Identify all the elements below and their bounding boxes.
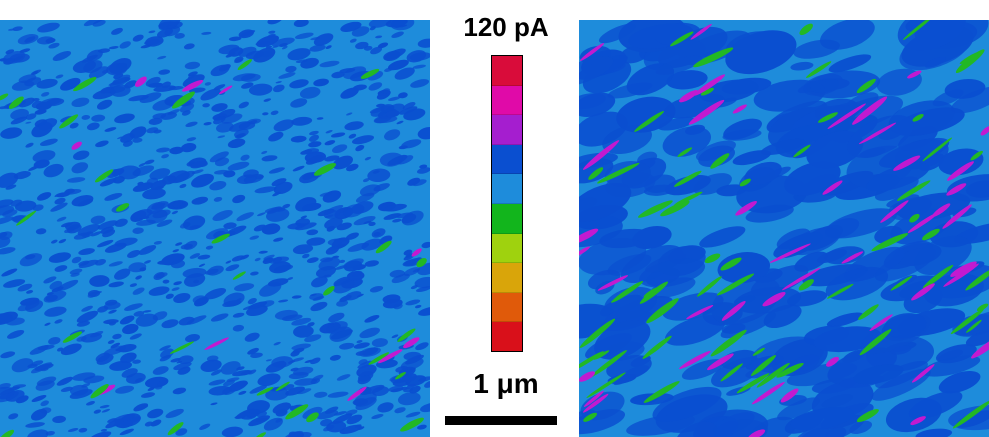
colorbar-segment bbox=[492, 292, 522, 323]
colorbar-segment bbox=[492, 85, 522, 116]
colorbar-segment bbox=[492, 322, 522, 351]
scale-bar bbox=[445, 416, 557, 425]
colorbar bbox=[491, 55, 523, 352]
colorbar-segment bbox=[492, 144, 522, 175]
scale-bar-label: 1 μm bbox=[473, 368, 539, 399]
colorbar-segment bbox=[492, 263, 522, 293]
colorbar-segment bbox=[492, 233, 522, 264]
current-map-left bbox=[0, 20, 430, 437]
colorbar-segment bbox=[492, 174, 522, 204]
colorbar-segment bbox=[492, 203, 522, 234]
colorbar-title: 120 pA bbox=[463, 12, 549, 42]
current-map-right bbox=[579, 20, 989, 437]
current-map-right-image bbox=[579, 20, 989, 437]
current-map-left-image bbox=[0, 20, 430, 437]
colorbar-segment bbox=[492, 56, 522, 86]
colorbar-segment bbox=[492, 115, 522, 145]
